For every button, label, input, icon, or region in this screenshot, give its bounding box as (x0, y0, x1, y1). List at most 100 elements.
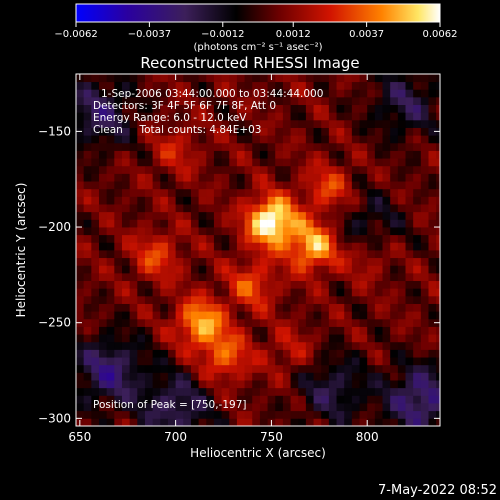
heatmap-cell (367, 272, 376, 282)
heatmap-cell (344, 204, 353, 213)
heatmap-cell (190, 196, 200, 205)
heatmap-cell (137, 303, 146, 312)
heatmap-cell (114, 364, 123, 373)
heatmap-cell (129, 288, 138, 297)
heatmap-cell (252, 242, 261, 251)
heatmap-cell (121, 227, 131, 236)
heatmap-cell (76, 219, 85, 228)
heatmap-cell (313, 242, 322, 251)
heatmap-cell (351, 364, 360, 373)
heatmap-cell (236, 410, 245, 419)
heatmap-cell (259, 334, 268, 343)
heatmap-cell (313, 364, 322, 373)
heatmap-cell (121, 265, 131, 274)
heatmap-cell (137, 227, 146, 236)
heatmap-cell (76, 158, 85, 167)
heatmap-cell (397, 349, 406, 358)
heatmap-cell (190, 357, 200, 366)
heatmap-cell (144, 165, 154, 174)
heatmap-cell (405, 395, 414, 404)
heatmap-cell (328, 181, 337, 190)
heatmap-cell (282, 150, 291, 159)
heatmap-cell (390, 89, 399, 98)
heatmap-cell (83, 418, 92, 427)
heatmap-cell (336, 272, 345, 282)
heatmap-cell (351, 326, 360, 335)
heatmap-cell (183, 242, 192, 251)
heatmap-cell (436, 165, 441, 174)
heatmap-cell (114, 334, 123, 343)
heatmap-cell (106, 158, 115, 167)
heatmap-cell (167, 349, 177, 358)
heatmap-cell (397, 387, 406, 396)
heatmap-cell (290, 395, 299, 404)
heatmap-cell (397, 165, 406, 174)
heatmap-cell (321, 303, 330, 312)
heatmap-cell (129, 173, 138, 182)
heatmap-cell (413, 357, 422, 366)
heatmap-cell (221, 96, 230, 106)
heatmap-cell (259, 265, 268, 274)
heatmap-cell (436, 326, 441, 335)
heatmap-cell (160, 295, 169, 304)
heatmap-cell (252, 303, 261, 312)
heatmap-cell (413, 265, 422, 274)
heatmap-cell (374, 81, 383, 90)
heatmap-cell (129, 89, 138, 98)
heatmap-cell (152, 265, 161, 274)
heatmap-cell (305, 272, 314, 282)
heatmap-cell (213, 219, 222, 228)
heatmap-cell (374, 242, 383, 251)
heatmap-cell (275, 127, 284, 136)
heatmap-cell (175, 74, 184, 83)
heatmap-cell (229, 181, 238, 190)
heatmap-cell (267, 403, 276, 412)
heatmap-cell (91, 181, 100, 190)
heatmap-cell (106, 295, 115, 304)
heatmap-cell (221, 104, 230, 113)
heatmap-cell (397, 326, 406, 335)
heatmap-cell (282, 311, 291, 320)
heatmap-cell (428, 204, 437, 213)
heatmap-cell (367, 418, 376, 427)
heatmap-cell (236, 318, 245, 327)
heatmap-cell (305, 227, 314, 236)
heatmap-cell (244, 372, 253, 381)
heatmap-cell (229, 150, 238, 159)
heatmap-cell (428, 364, 437, 373)
heatmap-cell (397, 173, 406, 182)
heatmap-cell (198, 250, 207, 259)
heatmap-cell (405, 272, 414, 282)
heatmap-cell (252, 204, 261, 213)
heatmap-cell (420, 104, 429, 113)
heatmap-cell (436, 74, 441, 83)
heatmap-cell (374, 272, 383, 282)
heatmap-cell (282, 257, 291, 266)
heatmap-cell (382, 74, 391, 83)
heatmap-cell (98, 227, 108, 236)
heatmap-cell (213, 272, 222, 282)
heatmap-cell (305, 234, 314, 243)
heatmap-cell (390, 318, 399, 327)
heatmap-cell (298, 196, 307, 205)
heatmap-cell (259, 165, 268, 174)
heatmap-cell (428, 142, 437, 151)
heatmap-cell (321, 89, 330, 98)
heatmap-cell (183, 357, 192, 366)
heatmap-cell (397, 104, 406, 113)
heatmap-cell (129, 188, 138, 197)
heatmap-cell (206, 150, 215, 159)
heatmap-cell (236, 227, 245, 236)
heatmap-cell (382, 181, 391, 190)
heatmap-cell (351, 341, 360, 350)
heatmap-cell (175, 196, 184, 205)
heatmap-cell (298, 303, 307, 312)
heatmap-cell (428, 341, 437, 350)
heatmap-cell (436, 341, 441, 350)
heatmap-cell (374, 326, 383, 335)
heatmap-cell (91, 142, 100, 151)
heatmap-cell (397, 150, 406, 159)
heatmap-cell (313, 326, 322, 335)
heatmap-cell (359, 295, 368, 304)
heatmap-cell (229, 242, 238, 251)
